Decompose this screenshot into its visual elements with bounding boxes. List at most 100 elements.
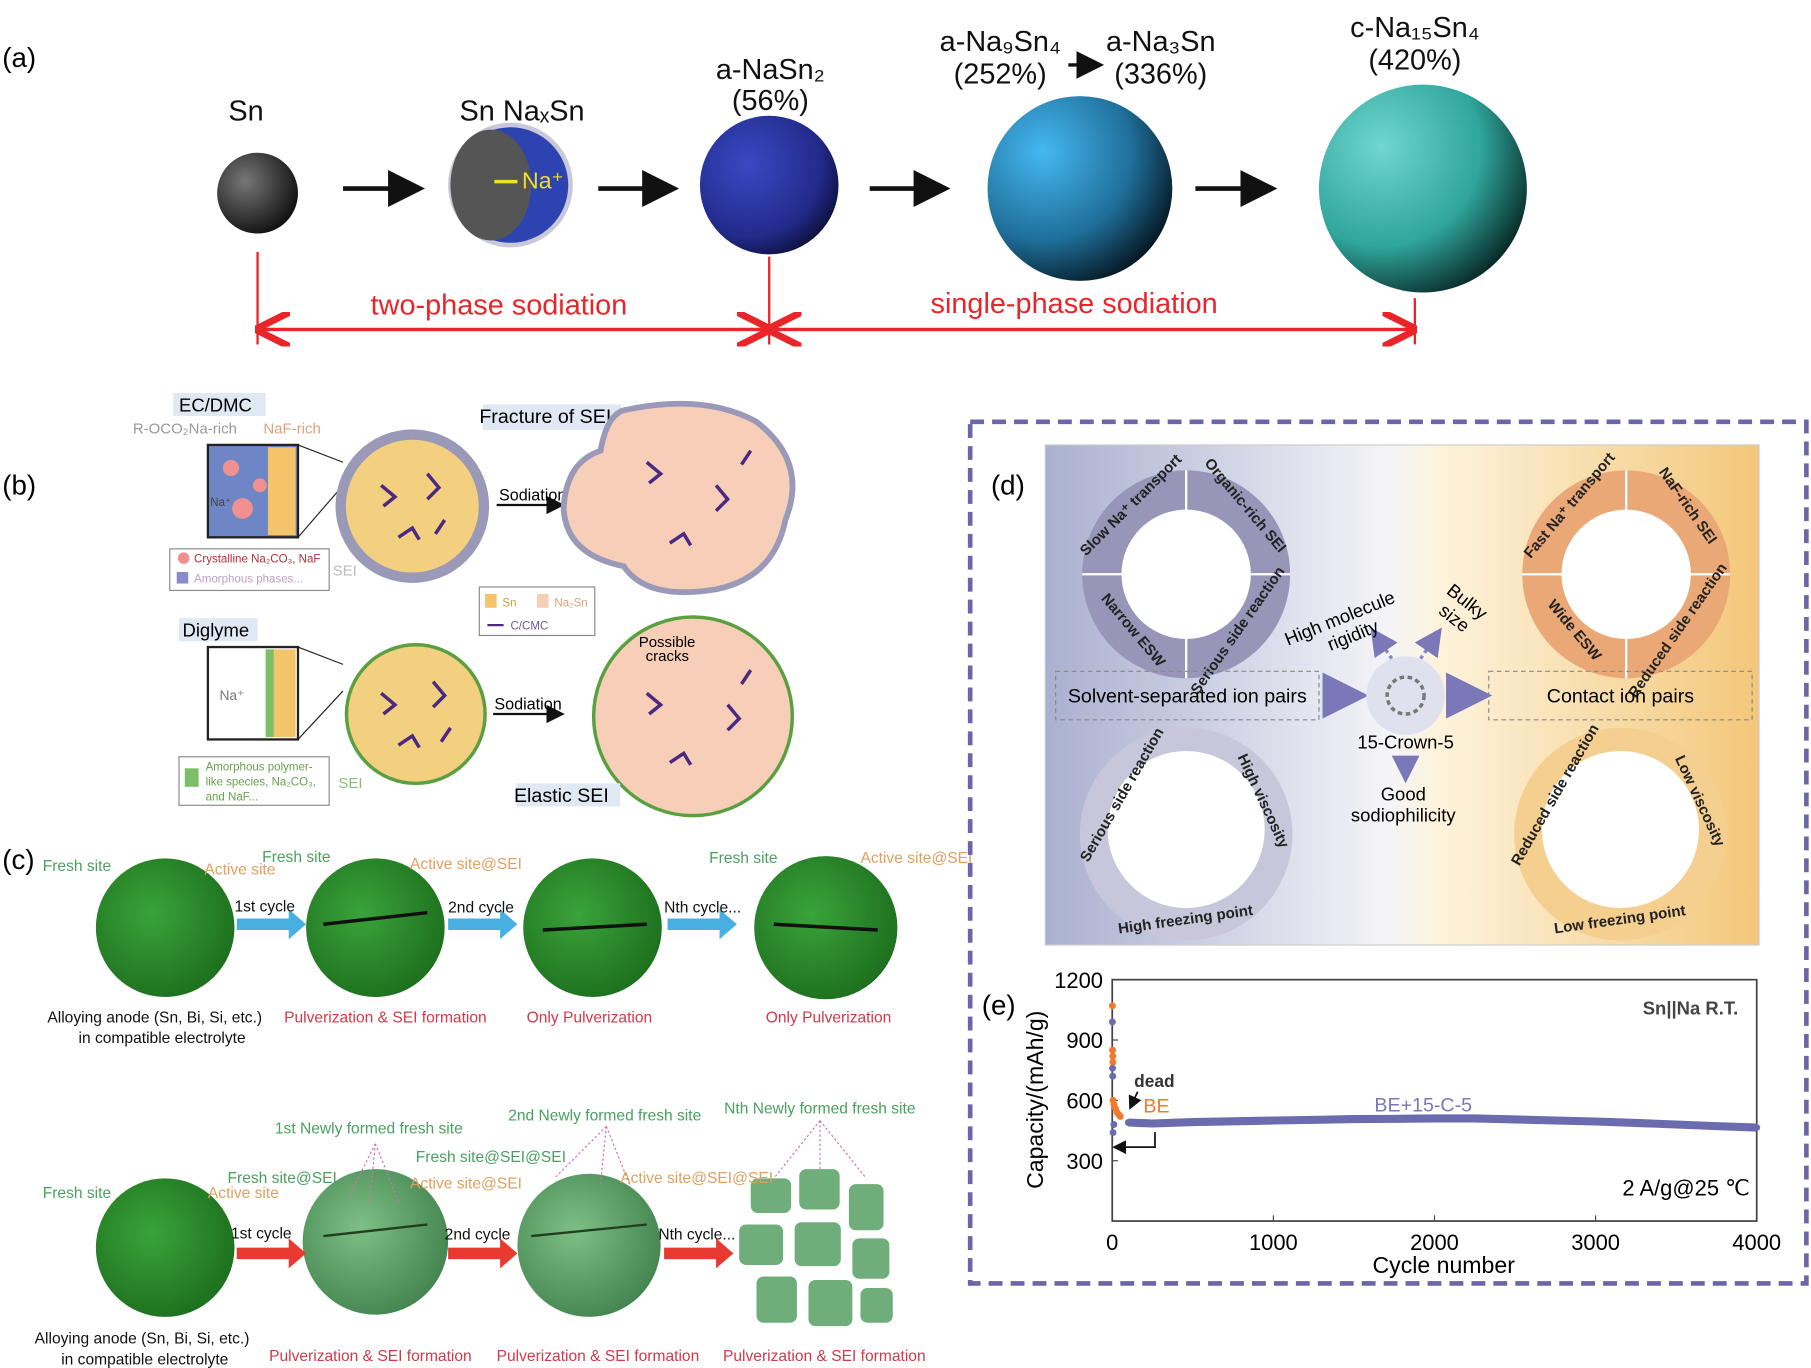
data-point <box>1109 1046 1117 1054</box>
stage-na15sn4-label: c-Na₁₅Sn₄ <box>1350 12 1479 44</box>
active-site-label: Active site@SEI@SEI <box>620 1170 773 1187</box>
x-tick-label: 3000 <box>1571 1230 1620 1255</box>
data-point <box>1269 1117 1277 1124</box>
fresh-site-label: Fresh site@SEI <box>228 1170 337 1187</box>
sodiation-label-2: Sodiation <box>494 695 561 713</box>
stage-naxsn-label: Sn NaₓSn <box>460 95 585 127</box>
x-tick-label: 2000 <box>1410 1230 1459 1255</box>
two-phase-label: two-phase sodiation <box>371 289 628 321</box>
left-arrow-icon <box>1112 1132 1156 1155</box>
panel-d: (d) Slow Na⁺ transport Organic-rich SEI … <box>991 444 1760 946</box>
data-point <box>1108 1002 1116 1010</box>
legend-na2sn-label: Na₂Sn <box>554 598 587 610</box>
newly-formed-label: 1st Newly formed fresh site <box>275 1120 463 1137</box>
elastic-sei-label: Elastic SEI <box>514 785 609 807</box>
legend-polymer-3: and NaF... <box>206 792 259 804</box>
arrow-icon <box>448 1238 518 1269</box>
panel-e-chart: (e) Capacity/(mAh/g) Cycle number Sn||Na… <box>982 968 1781 1278</box>
crown-ether-icon <box>1366 656 1445 735</box>
data-point <box>1109 1064 1117 1072</box>
fragmented-particle <box>739 1169 893 1327</box>
particle-icon <box>95 858 235 997</box>
stage-caption: Only Pulverization <box>527 1009 653 1026</box>
cycle-label: 2nd cycle <box>448 900 514 917</box>
fractured-particle <box>560 400 796 596</box>
data-point <box>1350 1115 1358 1123</box>
naf-rich-label: NaF-rich <box>263 420 321 437</box>
series-label-be-15c5: BE+15-C-5 <box>1374 1094 1472 1116</box>
sphere-na9sn4 <box>987 96 1173 281</box>
data-point <box>1753 1124 1761 1131</box>
cracks-label: cracks <box>646 648 689 665</box>
stage-sn-label: Sn <box>228 95 263 127</box>
cycle-label: Nth cycle... <box>658 1227 735 1244</box>
data-point <box>1471 1115 1479 1122</box>
rocona-label: R-OCO₂Na-rich <box>133 420 237 437</box>
stage-na3sn-label: a-Na₃Sn <box>1106 26 1216 58</box>
good-label: Good <box>1381 784 1426 805</box>
stage-caption: Pulverization & SEI formation <box>723 1348 926 1365</box>
data-point <box>1116 1112 1124 1120</box>
data-point <box>1712 1122 1720 1130</box>
cycle-arrows-bottom <box>236 1238 734 1269</box>
fresh-site-label: Fresh site <box>43 858 111 875</box>
legend-diglyme <box>178 756 330 806</box>
y-tick-label: 300 <box>1066 1149 1103 1174</box>
data-point <box>1109 1052 1117 1060</box>
y-tick-label: 1200 <box>1054 968 1103 993</box>
y-tick-label: 900 <box>1066 1028 1103 1053</box>
fracture-label: Fracture of SEI <box>479 406 611 428</box>
data-point <box>1229 1117 1237 1125</box>
active-site-label: Active site <box>208 1185 279 1202</box>
anode-caption: Alloying anode (Sn, Bi, Si, etc.) <box>35 1330 250 1347</box>
active-site-label: Active site@SEI <box>410 856 522 873</box>
data-point <box>1310 1116 1318 1124</box>
particle-diglyme <box>344 642 487 786</box>
particle-icon <box>306 858 445 997</box>
legend-crystalline: Crystalline Na₂CO₃, NaF <box>194 554 320 566</box>
arrow-icon <box>664 1238 734 1269</box>
stage-caption: Pulverization & SEI formation <box>497 1348 700 1365</box>
particle-icon <box>302 1169 449 1315</box>
fresh-site-label: Fresh site@SEI@SEI <box>416 1149 566 1166</box>
dead-annotation: dead <box>1134 1071 1174 1091</box>
panel-b: (b) EC/DMC R-OCO₂Na-rich NaF-rich Na⁺ Cr… <box>2 392 796 818</box>
data-point <box>1390 1115 1398 1123</box>
panel-a: (a) Sn Sn NaₓSn a-NaSn₂ (56%) a-Na₉Sn₄ (… <box>2 12 1527 344</box>
data-point <box>1189 1118 1197 1126</box>
legend-ecdmc <box>169 548 330 592</box>
na-inset-label-2: Na⁺ <box>219 687 244 703</box>
particles-top <box>95 856 898 1000</box>
sodiation-label: Sodiation <box>499 486 566 504</box>
panel-c: (c) Fresh site Fresh site Fresh site Act… <box>2 844 972 1368</box>
fresh-site-label: Fresh site <box>709 850 777 867</box>
na-inset-label: Na⁺ <box>210 497 231 509</box>
cycle-arrows-top <box>236 909 737 940</box>
stage-caption: Pulverization & SEI formation <box>269 1348 472 1365</box>
elastic-particle <box>591 615 795 818</box>
legend-sn <box>478 586 596 637</box>
single-phase-label: single-phase sodiation <box>931 288 1218 320</box>
data-point <box>1109 1072 1117 1080</box>
condition-label: 2 A/g@25 ℃ <box>1622 1176 1749 1201</box>
panel-d-label: (d) <box>991 470 1025 501</box>
x-tick-label: 1000 <box>1249 1230 1298 1255</box>
diglyme-label: Diglyme <box>182 620 249 641</box>
ecdmc-label: EC/DMC <box>179 394 252 415</box>
data-point <box>1108 1018 1116 1026</box>
data-point <box>1632 1119 1640 1127</box>
y-axis-title: Capacity/(mAh/g) <box>1022 1011 1048 1189</box>
particle-icon <box>95 1178 235 1317</box>
stage-caption: Only Pulverization <box>766 1009 892 1026</box>
y-tick-label: 600 <box>1066 1088 1103 1113</box>
left-box <box>1055 670 1320 721</box>
arrow-icon <box>448 909 518 940</box>
particles-bottom <box>95 1169 893 1327</box>
active-site-label: Active site <box>204 862 275 879</box>
stage-caption: Pulverization & SEI formation <box>284 1009 487 1026</box>
chart-title: Sn||Na R.T. <box>1643 997 1739 1018</box>
arrow-icon <box>667 909 737 940</box>
cycle-label: 1st cycle <box>234 899 295 916</box>
arrow-icon <box>236 1238 307 1269</box>
